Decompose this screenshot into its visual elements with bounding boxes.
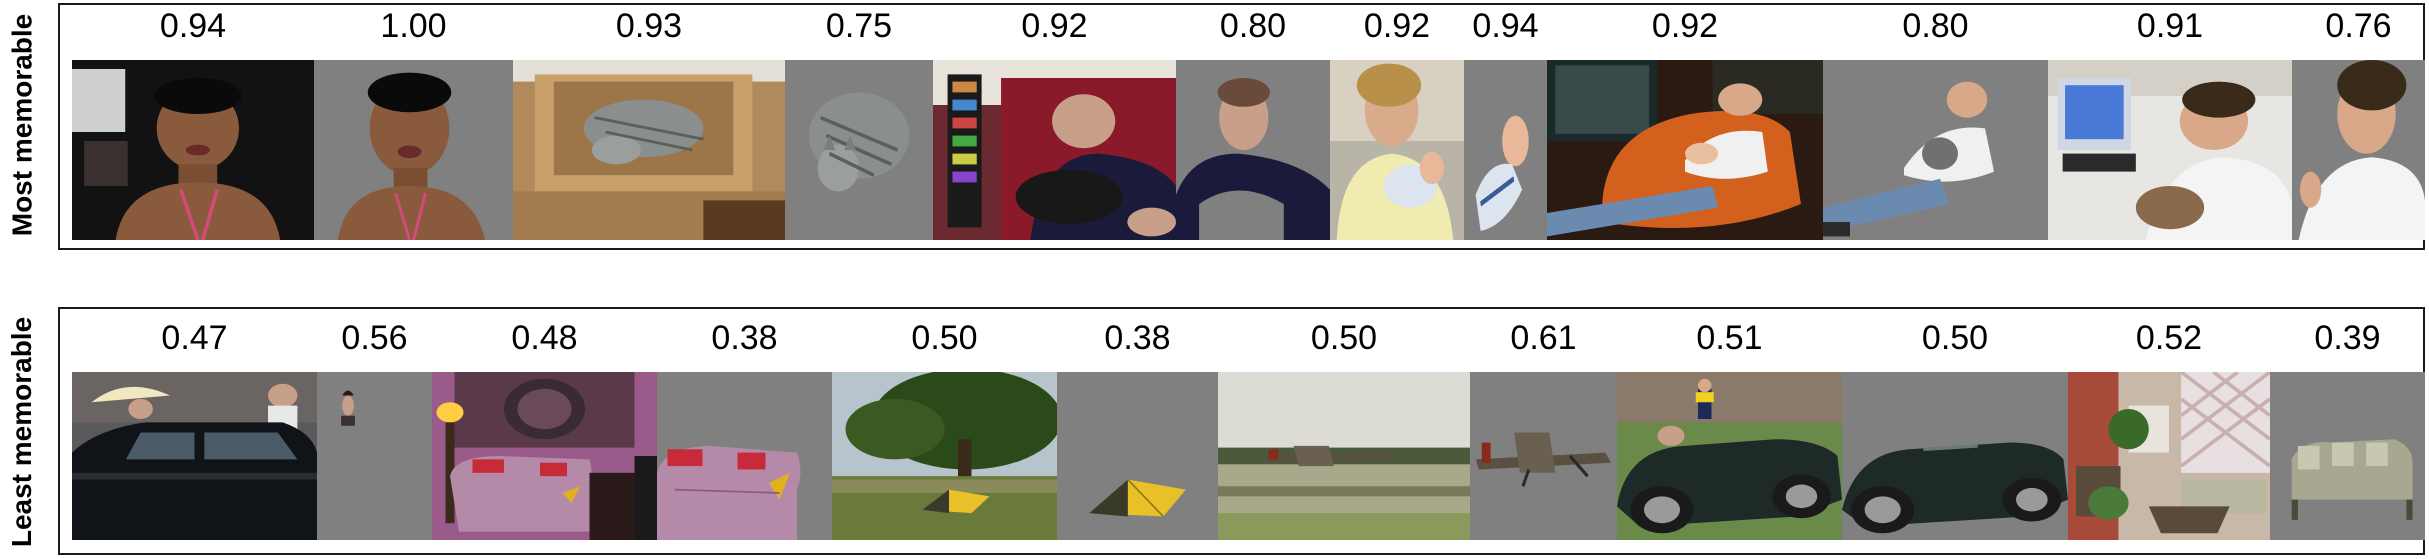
image-cell: 0.50 (1218, 319, 1470, 540)
scene-image (1218, 372, 1470, 540)
memorability-score: 0.80 (1902, 7, 1969, 45)
image-cell: 0.92 (1547, 7, 1823, 240)
image-cell: 1.00 (314, 7, 513, 240)
masked-object-image (1464, 60, 1547, 240)
masked-object-image (1176, 60, 1330, 240)
scene-image (72, 372, 317, 540)
scene-image (72, 60, 314, 240)
row-label-least-memorable: Least memorable (0, 305, 44, 559)
image-cell: 0.76 (2292, 7, 2425, 240)
image-cell: 0.75 (785, 7, 933, 240)
image-cell: 0.94 (1464, 7, 1547, 240)
memorability-score: 0.75 (825, 7, 893, 45)
image-cell: 0.94 (72, 7, 314, 240)
image-cell: 0.48 (432, 319, 657, 540)
memorability-score: 0.93 (615, 7, 683, 45)
most-memorable-panel: 0.94 1.00 0.93 0.75 0.92 0.80 0.92 0.94 0.92 0.80… (58, 3, 2425, 250)
memorability-score: 0.80 (1219, 7, 1287, 45)
masked-object-image (1823, 60, 2048, 240)
image-cell: 0.80 (1823, 7, 2048, 240)
memorability-score: 0.47 (161, 319, 228, 357)
scene-image (2048, 60, 2292, 240)
memorability-score: 1.00 (380, 7, 447, 45)
scene-image (432, 372, 657, 540)
memorability-score: 0.94 (1472, 7, 1539, 45)
memorability-score: 0.94 (159, 7, 227, 45)
masked-object-image (1057, 372, 1218, 540)
scene-image (1547, 60, 1823, 240)
memorability-score: 0.50 (1921, 319, 1989, 357)
image-cell: 0.39 (2270, 319, 2425, 540)
memorability-score: 0.56 (341, 319, 408, 357)
memorability-score: 0.92 (1021, 7, 1088, 45)
masked-object-image (1842, 372, 2068, 540)
memorability-score: 0.38 (1104, 319, 1171, 357)
image-cell: 0.56 (317, 319, 432, 540)
memorability-score: 0.50 (911, 319, 978, 357)
image-cell: 0.61 (1470, 319, 1617, 540)
scene-image (1330, 60, 1464, 240)
memorability-score: 0.39 (2314, 319, 2381, 357)
image-cell: 0.92 (933, 7, 1176, 240)
row-label-most-memorable: Most memorable (0, 0, 44, 250)
image-cell: 0.47 (72, 319, 317, 540)
scene-image (513, 60, 785, 240)
image-cell: 0.52 (2068, 319, 2270, 540)
memorability-score: 0.52 (2135, 319, 2203, 357)
row-label-text: Least memorable (6, 316, 38, 548)
masked-object-image (314, 60, 513, 240)
memorability-score: 0.38 (711, 319, 778, 357)
masked-object-image (1470, 372, 1617, 540)
memorability-score: 0.61 (1510, 319, 1577, 357)
masked-object-image (785, 60, 933, 240)
masked-object-image (2270, 372, 2425, 540)
least-memorable-panel: 0.47 0.56 0.48 0.38 0.50 0.38 0.50 0.61 0.51 0.50… (58, 307, 2425, 555)
memorability-score: 0.91 (2136, 7, 2204, 45)
scene-image (832, 372, 1057, 540)
image-cell: 0.50 (1842, 319, 2068, 540)
scene-image (2068, 372, 2270, 540)
memorability-score: 0.76 (2325, 7, 2392, 45)
masked-object-image (2292, 60, 2425, 240)
image-cell: 0.38 (1057, 319, 1218, 540)
memorability-score: 0.92 (1651, 7, 1719, 45)
image-cell: 0.92 (1330, 7, 1464, 240)
image-cell: 0.50 (832, 319, 1057, 540)
scene-image (933, 60, 1176, 240)
image-cell: 0.80 (1176, 7, 1330, 240)
memorability-score: 0.48 (511, 319, 578, 357)
image-cell: 0.38 (657, 319, 832, 540)
memorability-score: 0.92 (1363, 7, 1431, 45)
image-cell: 0.51 (1617, 319, 1842, 540)
masked-object-image (657, 372, 832, 540)
memorability-score: 0.50 (1310, 319, 1378, 357)
masked-object-image (317, 372, 432, 540)
memorability-score: 0.51 (1696, 319, 1763, 357)
image-cell: 0.93 (513, 7, 785, 240)
scene-image (1617, 372, 1842, 540)
row-label-text: Most memorable (6, 13, 37, 237)
image-cell: 0.91 (2048, 7, 2292, 240)
